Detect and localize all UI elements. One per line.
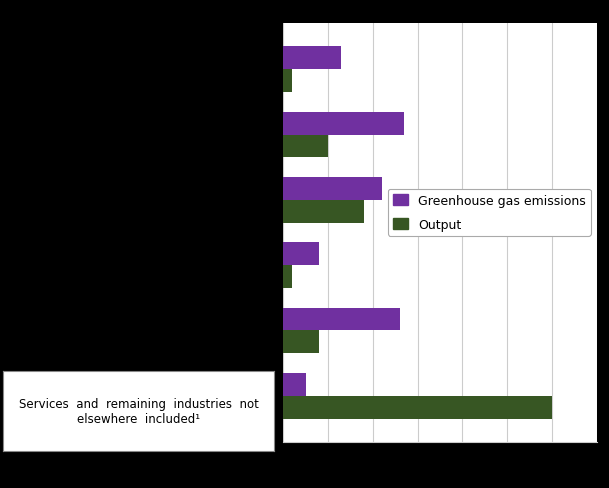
Bar (283, 265, 292, 288)
Bar (283, 373, 306, 396)
Bar (283, 201, 364, 223)
Bar (283, 396, 552, 419)
Bar (283, 178, 382, 201)
Bar (283, 70, 292, 93)
Bar (283, 47, 342, 70)
Bar (283, 112, 404, 135)
Bar (283, 243, 319, 265)
Bar (283, 331, 319, 354)
Text: Services  and  remaining  industries  not
elsewhere  included¹: Services and remaining industries not el… (19, 397, 258, 425)
Bar (283, 135, 328, 158)
Legend: Greenhouse gas emissions, Output: Greenhouse gas emissions, Output (388, 189, 591, 236)
Bar (283, 308, 400, 331)
